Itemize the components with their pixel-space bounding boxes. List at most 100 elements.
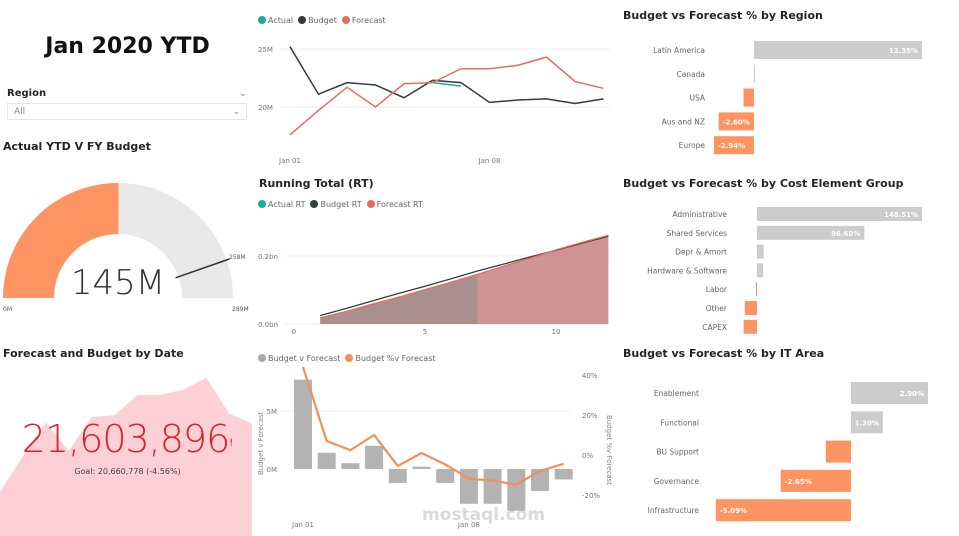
bar (851, 382, 928, 404)
kpi-value: 21,603,896 (21, 417, 231, 461)
bar (388, 469, 407, 483)
data-label: -5.09% (720, 507, 747, 515)
bar (483, 469, 502, 504)
y-tick-label: 0.0bn (258, 321, 278, 329)
chevron-down-icon[interactable]: ⌄ (238, 88, 247, 99)
bar (757, 244, 764, 259)
forecast-rt-area (320, 235, 609, 324)
data-label: 2.90% (900, 390, 924, 398)
slicer-dropdown[interactable]: All ⌄ (7, 103, 247, 120)
bar (757, 225, 865, 240)
bar (459, 469, 478, 504)
category-label: USA (689, 94, 705, 103)
x-tick-label: Jan 01 (278, 157, 301, 165)
category-label: Administrative (672, 210, 727, 219)
chevron-down-icon: ⌄ (232, 107, 240, 117)
it-chart-title: Budget vs Forecast % by IT Area (623, 347, 825, 360)
gauge-target-marker (175, 258, 230, 279)
bar (851, 411, 883, 434)
x-tick-label: Jan 08 (478, 157, 501, 165)
y-axis-label: Budget v Forecast (257, 411, 265, 475)
bar (507, 469, 526, 511)
y2-tick-label: -20% (582, 492, 600, 500)
data-label: 148.51% (884, 211, 918, 219)
category-label: Functional (660, 418, 699, 427)
bar (718, 112, 754, 131)
category-label: Latin America (653, 46, 705, 55)
y2-tick-label: 40% (582, 372, 598, 380)
page-title: Jan 2020 YTD (45, 34, 210, 59)
line-legend: Actual Budget Forecast (258, 16, 386, 25)
bar (531, 469, 549, 492)
category-label: Aus and NZ (662, 117, 705, 126)
bar (743, 88, 754, 107)
data-label: 12.35% (889, 47, 918, 55)
gauge-min-label: 0M (3, 306, 12, 313)
category-label: Shared Services (667, 229, 728, 238)
budget-vs-forecast-combo-chart: 0M 5M 40% 20% 0% -20% Budget v Forecast Budget … (257, 366, 613, 529)
y-tick-label: 0.2bn (258, 253, 278, 261)
y-tick-label: 25M (258, 46, 273, 54)
rt-legend: Actual RT Budget RT Forecast RT (258, 200, 423, 209)
bar (754, 41, 922, 59)
kpi-card: Forecast and Budget by Date 21,603,896! … (0, 345, 255, 536)
series-line-actual (432, 81, 462, 87)
gauge-title: Actual YTD V FY Budget (3, 140, 151, 153)
data-label: -2.94% (718, 142, 745, 150)
category-label: Hardware & Software (647, 266, 727, 275)
data-label: 1.20% (855, 419, 879, 427)
x-tick-label: 0 (292, 328, 296, 336)
bar (780, 469, 851, 492)
bar (554, 469, 573, 480)
running-total-chart: 0.0bn 0.2bn 0 5 10 (258, 234, 610, 336)
daily-line-chart: 20M 25M Jan 01 Jan 08 (258, 46, 610, 165)
trend-area (0, 377, 252, 536)
series-line-forecast (289, 56, 604, 136)
category-label: Governance (654, 477, 700, 486)
slicer-label: Region (7, 88, 47, 99)
data-label: 96.60% (831, 230, 860, 238)
bar (755, 282, 757, 297)
category-label: Canada (676, 70, 705, 79)
gauge-value: 145M (71, 263, 165, 303)
category-label: Labor (706, 285, 728, 294)
bar (714, 136, 754, 155)
x-tick-label: 10 (552, 328, 561, 336)
data-label: -2.65% (785, 478, 812, 486)
data-label: -2.60% (723, 118, 750, 126)
y-tick-label: 5M (267, 408, 278, 416)
y2-tick-label: 0% (582, 452, 593, 460)
gauge-max-label: 289M (232, 306, 249, 313)
gauge-chart: 145M 0M 289M 258M (3, 183, 249, 313)
y-tick-label: 0M (267, 466, 278, 474)
bar (341, 463, 360, 469)
bar (412, 466, 431, 469)
actual-rt-area (320, 274, 478, 324)
bar (715, 499, 851, 522)
cost-chart-title: Budget vs Forecast % by Cost Element Gro… (623, 177, 904, 190)
x-tick-label: 5 (423, 328, 427, 336)
kpi-goal: Goal: 20,660,778 (-4.56%) (74, 467, 181, 476)
bar (757, 207, 922, 221)
gauge-fill (3, 183, 119, 298)
bar (317, 452, 336, 469)
region-slicer[interactable]: Region ⌄ All ⌄ (7, 88, 247, 120)
y2-axis-label: Budget %v Forecast (605, 415, 613, 485)
category-label: Infrastructure (648, 506, 700, 515)
series-line-budget (289, 46, 604, 105)
kpi-title: Forecast and Budget by Date (3, 347, 184, 360)
y2-tick-label: 20% (582, 412, 598, 420)
x-tick-label: Jan 08 (457, 521, 480, 529)
forecast-rt-line (320, 234, 609, 319)
y-tick-label: 20M (258, 104, 273, 112)
x-tick-label: Jan 01 (291, 521, 314, 529)
category-label: Other (706, 304, 728, 313)
category-label: Depr & Amort (675, 248, 727, 257)
region-chart-title: Budget vs Forecast % by Region (623, 9, 823, 22)
bar (294, 379, 312, 469)
horizontal-bar-charts: Latin America 12.35% Canada USA Aus and NZ -2… (647, 41, 928, 522)
category-label: Europe (679, 141, 706, 150)
pct-line (301, 366, 565, 486)
rt-title: Running Total (RT) (259, 177, 374, 190)
kpi-trend-area (0, 377, 252, 536)
